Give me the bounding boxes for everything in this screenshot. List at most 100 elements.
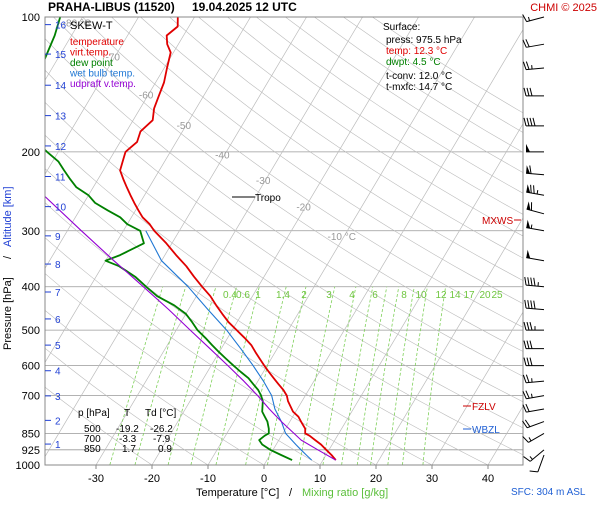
surface-dwpt: dwpt: 4.5 °C — [386, 57, 441, 68]
isotherm-line — [320, 17, 587, 465]
altitude-tick-label: 6 — [55, 315, 61, 326]
mxws-label: MXWS — [482, 216, 513, 227]
y-axis-label: Pressure [hPa] — [2, 277, 14, 350]
level-table: p [hPa] T Td [°C] 500 -19.2 -26.2 700 -3… — [78, 408, 176, 455]
wind-barb — [526, 184, 544, 195]
altitude-tick-label: 12 — [55, 142, 67, 153]
y-axis-label-2: Altitude [km] — [2, 186, 14, 247]
table-cell: 0.9 — [158, 444, 172, 455]
pressure-tick-label: 600 — [22, 361, 40, 373]
surface-temp: temp: 12.3 °C — [386, 46, 447, 57]
wind-barb — [526, 220, 544, 231]
wind-barb — [524, 341, 544, 349]
pressure-tick-label: 200 — [22, 147, 40, 159]
table-header-t: T — [124, 408, 130, 419]
wind-barb — [530, 455, 544, 472]
mixing-ratio-line — [423, 287, 446, 465]
mixing-ratio-label: 12 — [435, 290, 447, 301]
tropo-marker: Tropo — [232, 193, 281, 204]
wind-barb — [526, 165, 544, 175]
isotherm-label: -40 — [215, 151, 230, 162]
fzlv-label: FZLV — [472, 402, 496, 413]
pressure-tick-label: 925 — [22, 445, 40, 457]
pressure-tick-label: 850 — [22, 428, 40, 440]
x-tick-label: 10 — [314, 473, 326, 485]
surface-tconv: t-conv: 12.0 °C — [386, 71, 452, 82]
station-title: PRAHA-LIBUS (11520) — [48, 0, 175, 14]
x-axis-title: Temperature [°C] / Mixing ratio [g/kg] — [196, 487, 388, 499]
table-cell: 850 — [84, 444, 101, 455]
wind-barb — [524, 322, 544, 330]
wind-barb — [522, 420, 544, 428]
x-axis-separator: / — [289, 487, 293, 499]
mixing-ratio-label: 8 — [401, 290, 407, 301]
isotherm-label: -60 — [139, 90, 154, 101]
wind-barb — [526, 250, 544, 261]
wind-barb — [523, 375, 544, 383]
dry-adiabat — [314, 17, 600, 465]
mixing-ratio-label: 2 — [301, 290, 307, 301]
mixing-ratio-line — [191, 287, 237, 465]
legend-item: dew point — [70, 58, 113, 69]
pressure-tick-label: 700 — [22, 391, 40, 403]
mixing-ratio-label: 3 — [326, 290, 332, 301]
altitude-tick-label: 4 — [55, 367, 61, 378]
x-tick-label: 0 — [261, 473, 267, 485]
x-axis-label: Temperature [°C] — [196, 487, 279, 499]
altitude-tick-label: 1 — [55, 440, 61, 451]
legend-item: temperature — [70, 37, 124, 48]
pressure-tick-label: 100 — [22, 12, 40, 24]
mixing-ratio-label: 25 — [491, 290, 503, 301]
wind-barbs — [522, 14, 544, 471]
table-cell: 1.7 — [122, 444, 136, 455]
mixing-ratio-line — [168, 287, 216, 465]
x-tick-label: 40 — [482, 473, 494, 485]
wind-barb — [524, 88, 544, 96]
mixing-ratio-label: 20 — [479, 290, 491, 301]
wind-barb — [525, 277, 544, 287]
x-tick-label: 20 — [370, 473, 382, 485]
wind-barb — [523, 62, 544, 70]
wind-barb — [526, 144, 544, 152]
mxws-marker: MXWS — [482, 216, 521, 227]
wind-barb — [523, 39, 544, 47]
mixing-ratio-label: 6 — [372, 290, 378, 301]
legend-title: SKEW-T — [70, 20, 113, 32]
legend-item: udpraft v.temp. — [70, 79, 136, 90]
fzlv-marker: FZLV — [463, 402, 496, 413]
wind-barb — [524, 450, 544, 462]
altitude-tick-label: 13 — [55, 112, 67, 123]
isotherm-line — [488, 17, 600, 465]
isotherm-label: -30 — [256, 176, 271, 187]
wind-barb — [525, 300, 544, 310]
mixing-ratio-label: 1.4 — [276, 290, 290, 301]
mixing-ratio-label: 14 — [449, 290, 461, 301]
altitude-tick-label: 9 — [55, 232, 61, 243]
wind-barb — [524, 118, 544, 126]
y-axis-separator: / — [2, 255, 14, 259]
y-axis-title: Pressure [hPa] / Altitude [km] — [2, 186, 14, 350]
isotherm-label: -50 — [177, 121, 192, 132]
x-tick-label: -10 — [200, 473, 216, 485]
altitude-tick-label: 15 — [55, 50, 67, 61]
altitude-tick-label: 16 — [55, 21, 67, 32]
x-tick-label: -30 — [88, 473, 104, 485]
table-header-td: Td [°C] — [145, 408, 176, 419]
tropo-label: Tropo — [255, 193, 281, 204]
wbzl-label: WBZL — [472, 425, 500, 436]
series-temperature — [120, 17, 336, 460]
pressure-tick-label: 1000 — [16, 460, 40, 472]
x-tick-label: 30 — [426, 473, 438, 485]
isotherm-line — [96, 17, 363, 465]
table-header-p: p [hPa] — [78, 408, 110, 419]
isotherm-label: -10 °C — [328, 232, 356, 243]
surface-press: press: 975.5 hPa — [386, 35, 462, 46]
sfc-label: SFC: 304 m ASL — [511, 487, 586, 498]
isotherm-line — [432, 17, 600, 465]
mixing-ratio-label: 10 — [415, 290, 427, 301]
wind-barb — [524, 358, 544, 366]
mixing-ratio-label: 4 — [349, 290, 355, 301]
mixing-ratio-line — [342, 287, 373, 465]
isotherm-label: -20 — [296, 202, 311, 213]
